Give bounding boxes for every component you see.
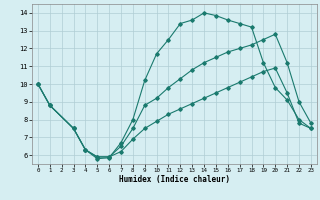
X-axis label: Humidex (Indice chaleur): Humidex (Indice chaleur) [119, 175, 230, 184]
